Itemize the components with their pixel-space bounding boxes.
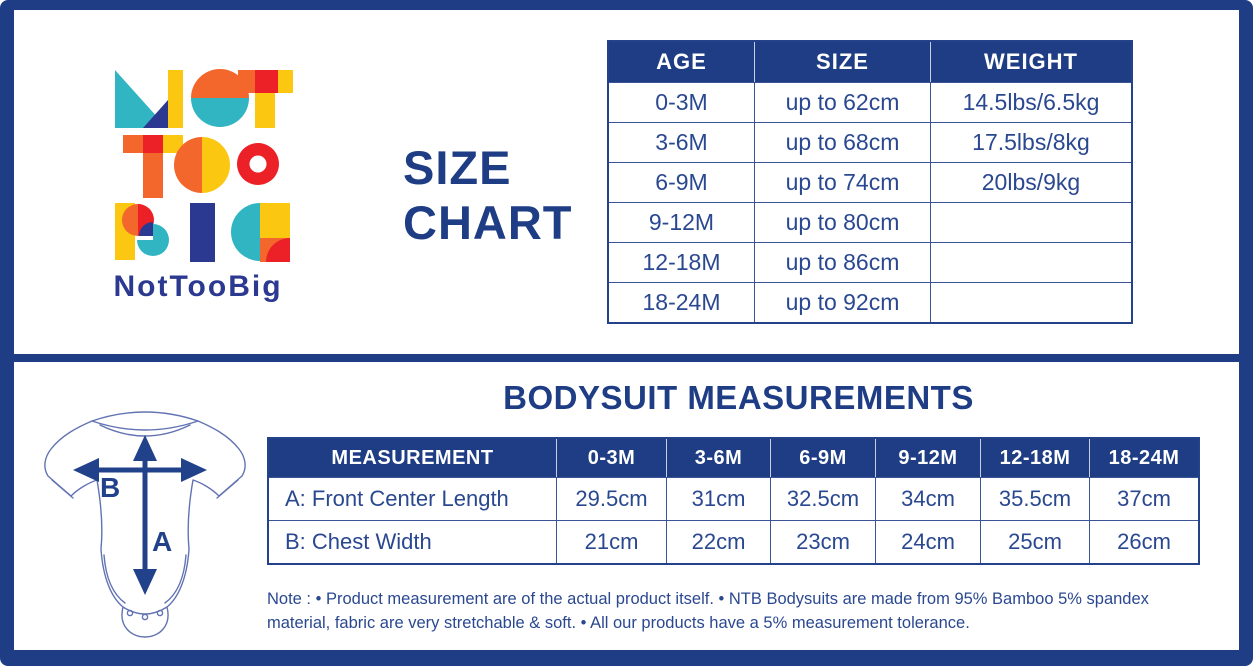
measurement-value-cell: 21cm [557, 520, 667, 563]
measurement-label-cell: A: Front Center Length [269, 477, 557, 520]
brand-logo: NotTooBig [103, 68, 293, 303]
size-chart-title-line1: SIZE [403, 141, 512, 194]
age-cell: 0-3M [609, 82, 755, 122]
bodysuit-outline [44, 411, 246, 638]
measurement-table: MEASUREMENT 0-3M 3-6M 6-9M 9-12M 12-18M … [267, 437, 1200, 565]
weight-cell: 20lbs/9kg [931, 162, 1131, 202]
column-header-12-18m: 12-18M [981, 439, 1090, 477]
age-cell: 6-9M [609, 162, 755, 202]
measurement-value-cell: 34cm [876, 477, 981, 520]
size-cell: up to 92cm [755, 282, 931, 322]
measurement-value-cell: 22cm [667, 520, 771, 563]
measurement-label-cell: B: Chest Width [269, 520, 557, 563]
age-cell: 12-18M [609, 242, 755, 282]
size-cell: up to 80cm [755, 202, 931, 242]
size-table-row: 0-3M up to 62cm 14.5lbs/6.5kg [609, 82, 1131, 122]
column-header-measurement: MEASUREMENT [269, 439, 557, 477]
measurement-value-cell: 24cm [876, 520, 981, 563]
weight-cell: 17.5lbs/8kg [931, 122, 1131, 162]
chest-width-label: B [100, 472, 120, 503]
size-table-row: 12-18M up to 86cm [609, 242, 1131, 282]
weight-cell [931, 202, 1131, 242]
measurement-value-cell: 26cm [1090, 520, 1198, 563]
column-header-0-3m: 0-3M [557, 439, 667, 477]
measurement-value-cell: 23cm [771, 520, 876, 563]
size-table-row: 3-6M up to 68cm 17.5lbs/8kg [609, 122, 1131, 162]
size-cell: up to 62cm [755, 82, 931, 122]
size-cell: up to 74cm [755, 162, 931, 202]
size-table-header-row: AGE SIZE WEIGHT [609, 42, 1131, 82]
size-chart-title-line2: CHART [403, 196, 573, 249]
measurement-table-row: A: Front Center Length 29.5cm 31cm 32.5c… [269, 477, 1198, 520]
size-chart-title: SIZE CHART [403, 140, 623, 250]
weight-cell [931, 282, 1131, 322]
panel-divider [14, 354, 1239, 362]
brand-wordmark: NotTooBig [113, 270, 283, 303]
measurement-value-cell: 35.5cm [981, 477, 1090, 520]
size-table: AGE SIZE WEIGHT 0-3M up to 62cm 14.5lbs/… [607, 40, 1133, 324]
weight-cell: 14.5lbs/6.5kg [931, 82, 1131, 122]
size-cell: up to 68cm [755, 122, 931, 162]
age-cell: 3-6M [609, 122, 755, 162]
measurement-value-cell: 37cm [1090, 477, 1198, 520]
column-header-6-9m: 6-9M [771, 439, 876, 477]
measurement-value-cell: 25cm [981, 520, 1090, 563]
size-table-row: 9-12M up to 80cm [609, 202, 1131, 242]
column-header-9-12m: 9-12M [876, 439, 981, 477]
size-table-row: 6-9M up to 74cm 20lbs/9kg [609, 162, 1131, 202]
length-arrow [133, 435, 157, 595]
column-header-3-6m: 3-6M [667, 439, 771, 477]
not-too-big-logo-icon [115, 69, 293, 262]
size-table-row: 18-24M up to 92cm [609, 282, 1131, 322]
measurement-value-cell: 31cm [667, 477, 771, 520]
column-header-18-24m: 18-24M [1090, 439, 1198, 477]
age-cell: 18-24M [609, 282, 755, 322]
weight-cell [931, 242, 1131, 282]
age-cell: 9-12M [609, 202, 755, 242]
front-length-label: A [152, 526, 172, 557]
bodysuit-measurements-title: BODYSUIT MEASUREMENTS [503, 379, 974, 416]
column-header-age: AGE [609, 42, 755, 82]
measurement-table-row: B: Chest Width 21cm 22cm 23cm 24cm 25cm … [269, 520, 1198, 563]
width-arrow [73, 458, 207, 482]
product-note: Note : • Product measurement are of the … [267, 590, 1149, 632]
measurement-table-header-row: MEASUREMENT 0-3M 3-6M 6-9M 9-12M 12-18M … [269, 439, 1198, 477]
size-cell: up to 86cm [755, 242, 931, 282]
measurement-value-cell: 29.5cm [557, 477, 667, 520]
column-header-size: SIZE [755, 42, 931, 82]
bodysuit-measurement-diagram: B A [44, 411, 246, 638]
measurement-value-cell: 32.5cm [771, 477, 876, 520]
column-header-weight: WEIGHT [931, 42, 1131, 82]
